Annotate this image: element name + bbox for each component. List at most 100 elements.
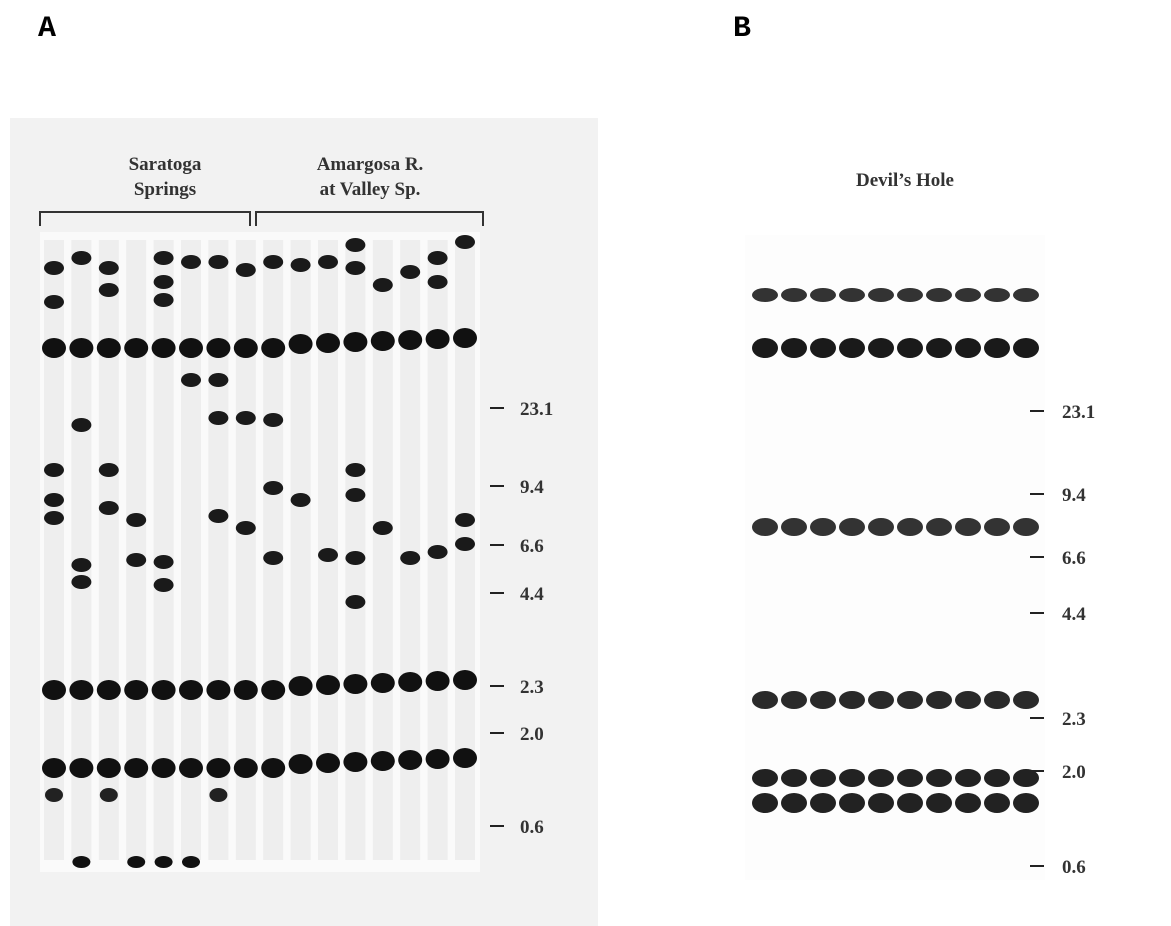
band	[955, 518, 981, 536]
lane	[372, 240, 393, 860]
band	[897, 338, 923, 358]
band	[71, 575, 92, 589]
band	[955, 288, 981, 302]
band	[427, 251, 448, 265]
band	[984, 793, 1010, 813]
band	[343, 674, 368, 694]
band	[72, 856, 91, 868]
band	[370, 331, 395, 351]
band	[124, 338, 149, 358]
band	[44, 511, 64, 525]
band	[781, 338, 807, 358]
band	[290, 493, 311, 507]
band	[42, 338, 66, 358]
band	[781, 691, 807, 709]
band	[261, 758, 286, 778]
band	[868, 518, 894, 536]
band	[288, 754, 313, 774]
band	[316, 753, 340, 773]
band	[897, 288, 923, 302]
size-marker: 6.6	[520, 536, 544, 557]
band	[208, 373, 229, 387]
band	[752, 793, 778, 813]
band	[153, 275, 174, 289]
band	[398, 330, 423, 350]
band	[839, 691, 865, 709]
band	[179, 758, 203, 778]
band	[427, 275, 448, 289]
size-marker: 9.4	[520, 477, 544, 498]
band	[781, 518, 807, 536]
band	[235, 521, 256, 535]
size-marker: 2.3	[520, 677, 544, 698]
band	[154, 856, 173, 868]
band	[71, 251, 92, 265]
band	[1013, 288, 1039, 302]
band	[425, 329, 450, 349]
band	[984, 518, 1010, 536]
band	[343, 752, 368, 772]
size-marker: 2.0	[1062, 762, 1086, 783]
band	[345, 488, 366, 502]
lane	[345, 240, 366, 860]
size-marker: 9.4	[1062, 485, 1086, 506]
band	[206, 680, 231, 700]
band	[926, 793, 952, 813]
band	[370, 673, 395, 693]
band	[206, 338, 231, 358]
band	[345, 261, 366, 275]
band	[345, 238, 366, 252]
size-marker: 2.3	[1062, 709, 1086, 730]
band	[810, 769, 836, 787]
band	[839, 518, 865, 536]
band	[453, 748, 477, 768]
band	[45, 788, 63, 802]
band	[153, 293, 174, 307]
band	[288, 334, 313, 354]
band	[69, 338, 94, 358]
band	[781, 769, 807, 787]
band	[98, 463, 119, 477]
size-marker: 4.4	[520, 584, 544, 605]
band	[781, 793, 807, 813]
band	[425, 671, 450, 691]
size-marker: 23.1	[520, 399, 553, 420]
band	[316, 675, 340, 695]
band	[233, 758, 258, 778]
band	[126, 513, 147, 527]
band	[343, 332, 368, 352]
band	[208, 255, 229, 269]
band	[868, 691, 894, 709]
lane	[263, 240, 284, 860]
band	[124, 758, 149, 778]
group-label: at Valley Sp.	[320, 179, 421, 200]
band	[955, 769, 981, 787]
band	[897, 769, 923, 787]
band	[897, 691, 923, 709]
band	[263, 255, 284, 269]
panel-title: Devil’s Hole	[856, 170, 954, 191]
band	[810, 691, 836, 709]
size-marker: 4.4	[1062, 604, 1086, 625]
band	[179, 680, 203, 700]
band	[427, 545, 448, 559]
band	[345, 551, 366, 565]
band	[400, 551, 421, 565]
band	[233, 338, 258, 358]
band	[42, 758, 66, 778]
band	[926, 769, 952, 787]
size-marker: 0.6	[520, 817, 544, 838]
band	[98, 501, 119, 515]
band	[752, 769, 778, 787]
band	[400, 265, 421, 279]
lane	[44, 240, 64, 860]
band	[752, 338, 778, 358]
band	[1013, 793, 1039, 813]
size-marker: 23.1	[1062, 402, 1095, 423]
band	[868, 769, 894, 787]
band	[839, 793, 865, 813]
band	[926, 338, 952, 358]
band	[261, 680, 286, 700]
band	[897, 793, 923, 813]
